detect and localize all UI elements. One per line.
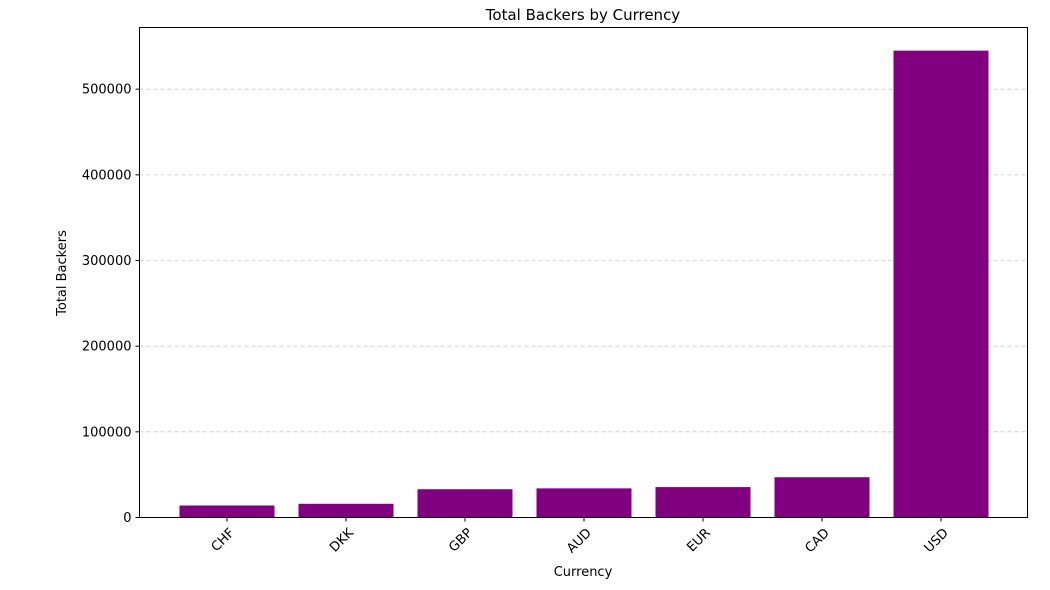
y-axis-ticks: 0 100000 200000 300000 400000 500000 <box>82 83 140 526</box>
plot-frame <box>139 27 1028 518</box>
bar-chf <box>179 505 275 518</box>
x-axis-ticks: CHF DKK GBP AUD EUR CAD USD <box>209 517 952 557</box>
x-tick-label-usd: USD <box>922 526 952 556</box>
bar-aud <box>536 488 632 518</box>
x-tick-label-eur: EUR <box>684 526 714 556</box>
y-tick-label: 500000 <box>82 83 132 98</box>
x-tick-label-chf: CHF <box>209 526 238 555</box>
bars <box>179 50 989 518</box>
gridlines <box>139 88 1028 433</box>
x-tick-label-aud: AUD <box>564 526 595 557</box>
chart-title: Total Backers by Currency <box>485 6 681 24</box>
x-axis-label: Currency <box>554 565 613 580</box>
x-tick-label-cad: CAD <box>802 526 832 556</box>
bar-dkk <box>298 503 394 518</box>
y-tick-label: 400000 <box>82 168 132 183</box>
bar-cad <box>774 477 870 518</box>
y-tick-label: 100000 <box>82 425 132 440</box>
y-axis-label: Total Backers <box>55 230 70 317</box>
bar-gbp <box>417 489 513 518</box>
x-tick-label-dkk: DKK <box>327 525 357 555</box>
y-tick-label: 300000 <box>82 254 132 269</box>
y-tick-label: 200000 <box>82 340 132 355</box>
y-tick-label: 0 <box>123 511 131 526</box>
bar-eur <box>655 487 751 518</box>
x-tick-label-gbp: GBP <box>446 526 476 556</box>
bar-usd <box>893 50 989 518</box>
